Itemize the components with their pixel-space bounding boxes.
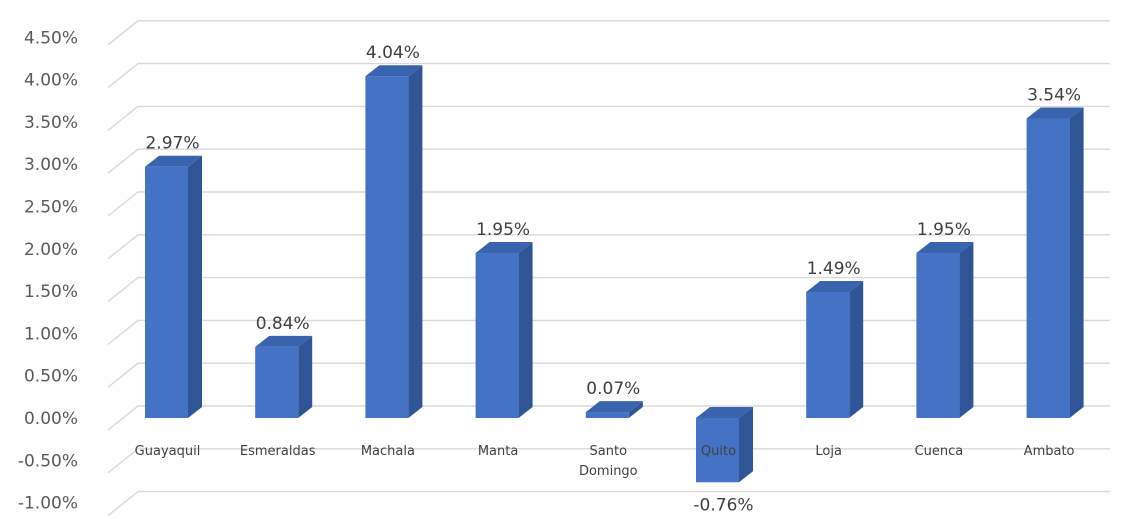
gridline xyxy=(107,20,1110,46)
bar xyxy=(806,280,864,418)
bar-top xyxy=(806,280,864,292)
bar xyxy=(1026,107,1084,419)
y-tick-label: -1.00% xyxy=(18,494,78,514)
bar xyxy=(696,407,753,483)
data-labels: 2.97% 0.84% 4.04% 1.95% 0.07% -0.76% 1.49% 1.95… xyxy=(145,43,1081,515)
bar-side xyxy=(849,280,864,418)
bar-front xyxy=(255,346,299,418)
data-label: 2.97% xyxy=(145,134,199,154)
bar xyxy=(255,335,313,418)
y-tick-label: -0.50% xyxy=(18,451,78,471)
bar-side xyxy=(408,65,423,418)
data-label: 4.04% xyxy=(366,43,420,63)
data-label: 1.49% xyxy=(807,259,861,279)
x-tick-label: Santo Domingo xyxy=(579,444,638,479)
bar xyxy=(475,242,533,418)
bar-top xyxy=(1026,107,1084,119)
bar-top xyxy=(145,155,202,167)
gridline xyxy=(107,234,1110,260)
bar-top xyxy=(365,65,423,77)
gridline xyxy=(107,319,1110,345)
gridline xyxy=(107,405,1110,431)
bar-top xyxy=(916,242,974,254)
bar-side xyxy=(518,242,533,418)
data-label: -0.76% xyxy=(693,495,753,515)
bar-front xyxy=(696,418,739,483)
bar-front xyxy=(145,166,188,418)
x-tick-label: Manta xyxy=(478,444,519,459)
bar-front xyxy=(365,76,409,418)
gridline xyxy=(107,490,1110,517)
bar-front xyxy=(1026,118,1070,419)
y-tick-label: 0.00% xyxy=(24,409,78,429)
y-tick-label: 3.00% xyxy=(24,155,78,175)
x-axis-category-labels: Guayaquil Esmeraldas Machala Manta Santo Domi… xyxy=(135,444,1075,479)
y-tick-label: 3.50% xyxy=(24,113,78,133)
bar xyxy=(365,65,423,418)
bar-front xyxy=(806,291,850,418)
data-label: 0.07% xyxy=(586,379,640,399)
bar-top xyxy=(255,335,313,347)
data-label: 0.84% xyxy=(256,314,310,334)
bar-front xyxy=(916,253,960,418)
bar-front xyxy=(475,253,519,418)
x-tick-label: Cuenca xyxy=(915,444,964,459)
gridline xyxy=(107,448,1110,474)
gridline xyxy=(107,62,1110,89)
y-tick-label: 1.50% xyxy=(24,282,78,302)
bar-side xyxy=(298,335,313,418)
y-tick-label: 2.00% xyxy=(24,240,78,260)
gridline xyxy=(107,276,1110,303)
bar-side xyxy=(628,401,643,418)
bar-top xyxy=(585,401,643,413)
bar-side xyxy=(188,155,202,418)
y-tick-label: 1.00% xyxy=(24,324,78,344)
gridline xyxy=(107,148,1110,174)
bar xyxy=(916,242,974,418)
bar-top xyxy=(696,407,753,418)
data-label: 1.95% xyxy=(476,220,530,240)
x-tick-label: Loja xyxy=(815,444,842,459)
x-tick-label: Quito xyxy=(701,444,736,459)
y-tick-label: 4.50% xyxy=(24,28,78,48)
x-tick-label: Esmeraldas xyxy=(240,444,316,459)
y-tick-label: 2.50% xyxy=(24,198,78,218)
gridlines xyxy=(107,20,1110,517)
gridline xyxy=(107,362,1110,388)
x-tick-label: Guayaquil xyxy=(135,444,201,459)
bar-front xyxy=(585,412,629,418)
bar xyxy=(585,401,643,418)
y-tick-label: 4.00% xyxy=(24,71,78,91)
bar xyxy=(145,155,202,418)
bar-side xyxy=(739,407,753,483)
data-label: 1.95% xyxy=(917,220,971,240)
gridline xyxy=(107,105,1110,131)
gridline xyxy=(107,191,1110,217)
x-tick-label: Ambato xyxy=(1024,444,1075,459)
bars xyxy=(145,65,1084,483)
x-tick-label: Machala xyxy=(361,444,415,459)
y-tick-label: 0.50% xyxy=(24,367,78,387)
bar-top xyxy=(475,242,533,254)
bar-side xyxy=(1069,107,1084,419)
y-axis-tick-labels: 4.50% 4.00% 3.50% 3.00% 2.50% 2.00% 1.50% 1.00%… xyxy=(18,28,78,513)
bar-side xyxy=(959,242,974,418)
data-label: 3.54% xyxy=(1027,86,1081,106)
